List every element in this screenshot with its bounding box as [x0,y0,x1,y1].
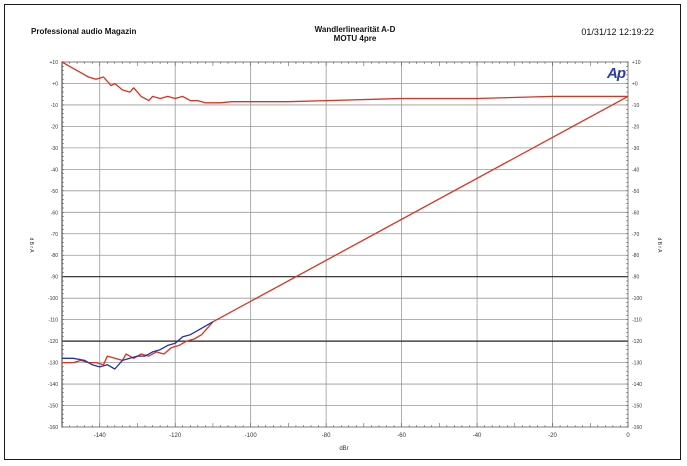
axis-layer: -140 -120 -100 -80 -60 -40 -20 0 +10 +10 +0 +0 -10 -1… [48,60,642,439]
x-tick-label: -140 [94,433,107,439]
y-tick-label-right: -50 [632,189,639,195]
ap-logo: Ap [607,65,626,82]
series-layer [61,61,629,370]
y-axis-label-left: d B r A [28,237,34,253]
y-tick-label-right: -30 [632,146,639,152]
header-center-line1: Wandlerlinearität A-D [314,25,396,34]
y-tick-label-left: -120 [48,339,58,345]
y-tick-label-right: -160 [632,425,642,431]
y-tick-label-left: -10 [51,103,58,109]
y-tick-label-right: -40 [632,167,639,173]
x-tick-label: -40 [473,433,482,439]
y-tick-label-right: -110 [632,318,642,324]
y-tick-label-right: -90 [632,275,639,281]
y-tick-label-left: -160 [48,425,58,431]
y-tick-label-right: +10 [632,60,641,66]
y-tick-label-left: +10 [50,60,59,66]
x-tick-label: -60 [397,433,406,439]
y-tick-label-left: -60 [51,210,58,216]
header-timestamp: 01/31/12 12:19:22 [581,27,654,37]
y-tick-label-left: -50 [51,189,58,195]
y-tick-label-left: -90 [51,275,58,281]
y-tick-label-left: -40 [51,167,58,173]
x-tick-label: -100 [245,433,258,439]
y-tick-label-left: -30 [51,146,58,152]
plot-area [61,61,629,428]
y-tick-label-right: -140 [632,382,642,388]
x-tick-label: 0 [626,433,630,439]
y-tick-label-right: -120 [632,339,642,345]
series-line-2 [62,321,214,370]
x-tick-label: -80 [322,433,331,439]
y-tick-label-right: -150 [632,404,642,410]
y-tick-label-right: -60 [632,210,639,216]
header-center-line2: MOTU 4pre [333,34,377,43]
y-axis-label-right: d B r A [656,237,662,253]
y-tick-label-right: -130 [632,361,642,367]
y-tick-label-left: -150 [48,404,58,410]
x-tick-label: -20 [548,433,557,439]
y-tick-label-left: -140 [48,382,58,388]
y-tick-label-right: -70 [632,232,639,238]
y-tick-label-right: -100 [632,296,642,302]
y-tick-label-left: +0 [52,81,58,87]
x-axis-label: dBr [339,446,348,452]
y-tick-label-left: -130 [48,361,58,367]
x-tick-label: -120 [169,433,182,439]
y-tick-label-left: -80 [51,253,58,259]
y-tick-label-left: -70 [51,232,58,238]
y-tick-label-right: -80 [632,253,639,259]
grid-layer [61,61,629,428]
y-tick-label-left: -20 [51,124,58,130]
header-left-label: Professional audio Magazin [31,27,137,36]
y-tick-label-right: -20 [632,124,639,130]
header-center-title: Wandlerlinearität A-D MOTU 4pre [245,25,465,43]
y-tick-label-right: -10 [632,103,639,109]
series-line-1 [62,95,629,366]
y-tick-label-left: -100 [48,296,58,302]
y-tick-label-right: +0 [632,81,638,87]
series-line-0 [61,61,628,104]
y-tick-label-left: -110 [48,318,58,324]
